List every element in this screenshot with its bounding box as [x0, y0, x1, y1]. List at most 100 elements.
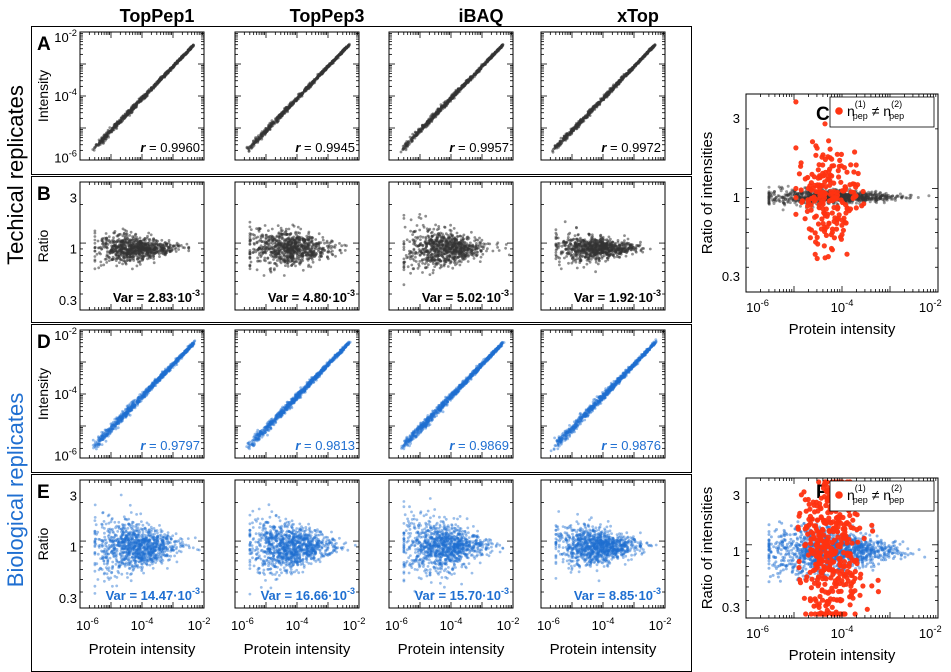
data-point [345, 244, 348, 248]
data-point [143, 561, 146, 565]
technical-replicates-label: Techical replicates [3, 85, 28, 265]
data-point [168, 558, 172, 561]
data-point [251, 233, 255, 236]
data-point [311, 258, 314, 261]
data-point [343, 249, 347, 252]
data-point [123, 228, 127, 232]
data-point [136, 566, 140, 569]
data-point [127, 561, 130, 565]
column-header: iBAQ [459, 6, 504, 26]
data-point [93, 255, 97, 258]
data-point [179, 56, 183, 59]
data-point [102, 263, 106, 267]
data-point [299, 227, 303, 231]
data-point [293, 257, 297, 261]
data-point [126, 242, 130, 245]
data-point [107, 259, 111, 262]
data-point [162, 245, 165, 249]
column-header: xTop [617, 6, 659, 26]
data-point [107, 546, 111, 550]
data-point [285, 232, 289, 236]
data-point [180, 538, 184, 541]
data-point [119, 536, 123, 540]
data-point [105, 572, 109, 576]
data-point [278, 245, 282, 249]
data-point [142, 238, 146, 242]
data-point [294, 264, 297, 268]
data-point [161, 252, 165, 256]
data-point [126, 237, 129, 241]
data-point [156, 239, 160, 243]
data-point [96, 578, 100, 581]
data-point [93, 238, 97, 242]
data-point [268, 125, 272, 128]
data-point [149, 233, 153, 237]
data-point [113, 257, 116, 261]
data-point [131, 541, 134, 544]
data-point [134, 233, 137, 237]
data-point [128, 567, 132, 570]
data-point [93, 569, 97, 573]
data-point [141, 257, 144, 261]
data-point [125, 540, 129, 544]
data-point [255, 268, 259, 272]
data-point [122, 254, 126, 258]
data-point [113, 423, 116, 426]
data-point [145, 557, 149, 560]
data-point [117, 525, 120, 529]
data-point [280, 237, 284, 241]
data-point [108, 126, 112, 129]
data-point [322, 68, 326, 72]
data-point [290, 246, 293, 250]
data-point [249, 228, 253, 232]
data-point [135, 239, 139, 242]
data-point [107, 530, 111, 534]
data-point [297, 248, 301, 252]
data-point [137, 523, 141, 526]
data-point [99, 567, 103, 570]
data-point [104, 134, 108, 138]
data-point [131, 527, 135, 531]
data-point [106, 128, 110, 132]
data-point [131, 556, 134, 559]
data-point [93, 245, 97, 249]
data-point [159, 534, 163, 537]
data-point [150, 550, 153, 554]
data-point [96, 530, 100, 534]
data-point [269, 122, 273, 125]
data-point [133, 564, 137, 568]
data-point [142, 544, 146, 548]
data-point [103, 531, 106, 535]
data-point [163, 373, 166, 377]
data-point [293, 249, 297, 253]
data-point [96, 144, 100, 147]
data-point [312, 250, 316, 254]
data-point [185, 348, 189, 351]
data-point [112, 236, 115, 240]
data-point [156, 540, 160, 544]
data-point [252, 242, 256, 245]
data-point [143, 548, 147, 552]
data-point [117, 541, 120, 545]
data-point [303, 244, 307, 247]
data-point [108, 556, 112, 560]
data-point [177, 248, 181, 251]
data-point [312, 242, 315, 246]
data-point [104, 439, 108, 443]
data-point [300, 238, 303, 241]
data-point [248, 256, 252, 259]
data-point [264, 259, 267, 263]
data-point [139, 96, 143, 100]
data-point [277, 250, 281, 254]
data-point [102, 562, 106, 566]
data-point [131, 564, 135, 568]
data-point [141, 527, 145, 531]
data-point [150, 242, 154, 245]
data-point [97, 442, 101, 446]
data-point [174, 62, 178, 66]
stat-label: r = 0.9945 [295, 140, 355, 155]
data-point [275, 118, 279, 122]
data-point [116, 121, 120, 125]
data-point [183, 246, 186, 250]
data-point [129, 559, 133, 563]
